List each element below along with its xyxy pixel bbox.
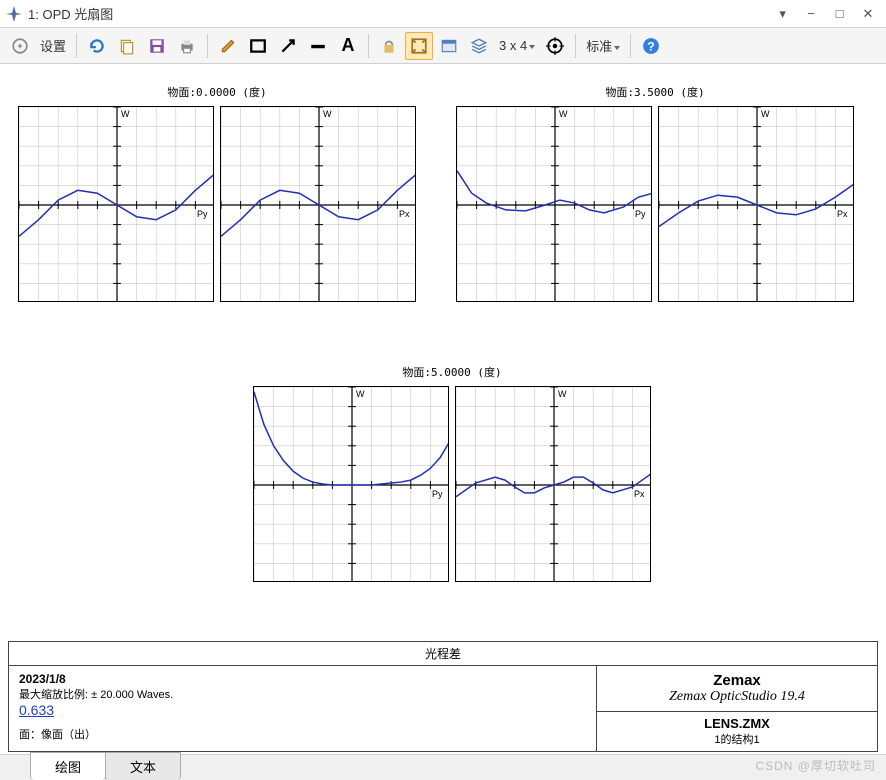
footer-date: 2023/1/8 — [19, 672, 586, 686]
grid-size-dropdown[interactable]: 3 x 4 — [495, 38, 539, 53]
plot-area: 物面:0.0000 (度) W Py W Px 物面:3.5000 (度) W Py W P… — [0, 64, 886, 600]
toolbar: 设置 A 3 x 4 标准 ? — [0, 28, 886, 64]
footer-surface: 面：像面（出） — [19, 726, 586, 742]
tabs: 绘图 文本 — [0, 754, 886, 780]
fit-button[interactable] — [405, 32, 433, 60]
chart-panel: W Px — [455, 386, 651, 582]
chart-panel: W Py — [456, 106, 652, 302]
copy-button[interactable] — [113, 32, 141, 60]
lock-button[interactable] — [375, 32, 403, 60]
svg-text:W: W — [356, 389, 365, 399]
footer-wavelength[interactable]: 0.633 — [19, 702, 586, 718]
chart-title: 物面:5.0000 (度) — [402, 364, 501, 380]
svg-text:W: W — [558, 389, 567, 399]
save-button[interactable] — [143, 32, 171, 60]
target-button[interactable] — [541, 32, 569, 60]
info-footer: 光程差 2023/1/8 最大缩放比例: ± 20.000 Waves. 0.6… — [8, 641, 878, 752]
chart-pair-1: W Py W Px — [456, 106, 854, 302]
refresh-button[interactable] — [83, 32, 111, 60]
chart-title: 物面:0.0000 (度) — [167, 84, 266, 100]
footer-config: 1的结构1 — [601, 731, 873, 747]
titlebar: 1: OPD 光扇图 ▾ − □ ✕ — [0, 0, 886, 28]
window-controls: ▾ − □ ✕ — [771, 5, 880, 23]
tab-plot[interactable]: 绘图 — [30, 752, 106, 780]
chart-panel: W Py — [18, 106, 214, 302]
chart-pair-0: W Py W Px — [18, 106, 416, 302]
footer-brand: Zemax — [603, 672, 871, 689]
window-title: 1: OPD 光扇图 — [28, 4, 771, 23]
svg-text:?: ? — [647, 39, 655, 53]
svg-text:W: W — [761, 109, 770, 119]
svg-text:Px: Px — [399, 209, 410, 219]
chart-pair-2: W Py W Px — [253, 386, 651, 582]
chart-group-1: 物面:3.5000 (度) W Py W Px — [456, 84, 854, 302]
maximize-button[interactable]: □ — [828, 6, 852, 21]
print-button[interactable] — [173, 32, 201, 60]
rect-button[interactable] — [244, 32, 272, 60]
layers-button[interactable] — [465, 32, 493, 60]
standard-dropdown[interactable]: 标准 — [582, 36, 624, 55]
app-icon — [6, 6, 22, 22]
text-button[interactable]: A — [334, 32, 362, 60]
svg-text:W: W — [323, 109, 332, 119]
pencil-button[interactable] — [214, 32, 242, 60]
minimize-button[interactable]: − — [799, 6, 823, 21]
chart-panel: W Py — [253, 386, 449, 582]
settings-label[interactable]: 设置 — [36, 36, 70, 55]
footer-scale: 最大缩放比例: ± 20.000 Waves. — [19, 686, 586, 702]
close-button[interactable]: ✕ — [856, 6, 880, 22]
help-button[interactable]: ? — [637, 32, 665, 60]
svg-text:Py: Py — [197, 209, 208, 219]
svg-text:W: W — [559, 109, 568, 119]
chart-title: 物面:3.5000 (度) — [605, 84, 704, 100]
expand-button[interactable] — [6, 32, 34, 60]
footer-title: 光程差 — [9, 642, 877, 666]
svg-text:Py: Py — [635, 209, 646, 219]
chart-group-0: 物面:0.0000 (度) W Py W Px — [18, 84, 416, 302]
footer-lensfile: LENS.ZMX — [601, 716, 873, 731]
svg-text:Py: Py — [432, 489, 443, 499]
svg-text:Px: Px — [634, 489, 645, 499]
footer-product: Zemax OpticStudio 19.4 — [603, 689, 871, 705]
arrow-button[interactable] — [274, 32, 302, 60]
svg-text:W: W — [121, 109, 130, 119]
chart-panel: W Px — [220, 106, 416, 302]
line-weight-button[interactable] — [304, 32, 332, 60]
svg-text:Px: Px — [837, 209, 848, 219]
dropdown-icon[interactable]: ▾ — [771, 6, 795, 22]
tab-text[interactable]: 文本 — [105, 752, 181, 780]
chart-panel: W Px — [658, 106, 854, 302]
window-button[interactable] — [435, 32, 463, 60]
chart-group-2: 物面:5.0000 (度) W Py W Px — [253, 364, 651, 582]
